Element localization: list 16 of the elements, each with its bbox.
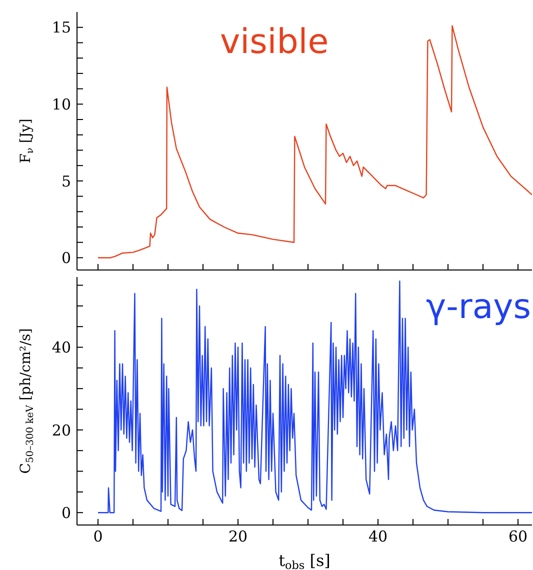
annotation: γ-rays	[426, 287, 531, 327]
line-series	[97, 25, 532, 258]
y-tick-label: 15	[52, 18, 71, 37]
x-tick-label: 40	[368, 528, 388, 546]
y-tick-label: 10	[52, 95, 71, 114]
x-tick-label: 20	[228, 528, 248, 546]
x-tick-label: 60	[508, 528, 528, 546]
y-tick-label: 0	[61, 249, 71, 268]
y-tick-label: 5	[61, 172, 71, 190]
y-tick-label: 20	[52, 421, 71, 440]
line-series	[97, 280, 532, 514]
x-axis-title: t$_{obs}$ [s]	[278, 551, 330, 570]
y-tick-label: 40	[52, 338, 71, 357]
y-tick-label: 0	[61, 504, 71, 522]
annotation: visible	[220, 22, 329, 62]
x-tick-label: 0	[93, 528, 103, 546]
